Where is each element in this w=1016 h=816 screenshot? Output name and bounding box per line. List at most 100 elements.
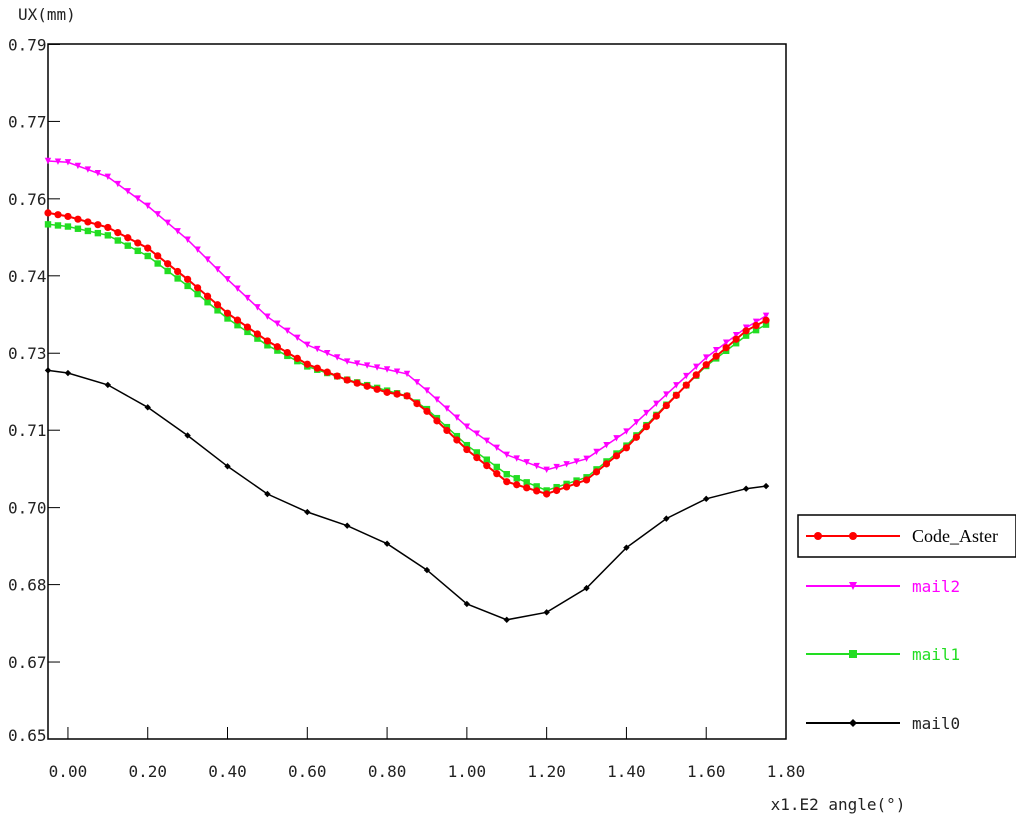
data-point bbox=[303, 360, 311, 368]
data-point bbox=[353, 360, 361, 367]
data-point bbox=[224, 463, 231, 470]
y-tick-label: 0.79 bbox=[8, 35, 47, 54]
legend-swatch-marker bbox=[814, 532, 822, 540]
y-tick-label: 0.67 bbox=[8, 653, 47, 672]
data-point bbox=[134, 195, 141, 202]
data-point bbox=[603, 441, 610, 449]
data-point bbox=[84, 166, 92, 173]
data-point bbox=[164, 260, 172, 268]
series-mail1 bbox=[44, 221, 770, 494]
data-point bbox=[44, 209, 52, 217]
data-point bbox=[602, 460, 611, 468]
y-tick-label: 0.70 bbox=[8, 499, 47, 518]
legend-label: mail0 bbox=[912, 714, 960, 733]
data-point bbox=[682, 381, 690, 389]
data-point bbox=[234, 285, 241, 292]
x-tick-label: 0.80 bbox=[368, 762, 407, 781]
data-point bbox=[144, 202, 151, 210]
data-point bbox=[174, 267, 182, 276]
data-point bbox=[363, 362, 371, 369]
legend-swatch-marker bbox=[849, 719, 857, 727]
data-point bbox=[403, 370, 411, 378]
data-point bbox=[593, 448, 600, 456]
data-point bbox=[124, 242, 131, 249]
data-point bbox=[473, 430, 481, 437]
data-point bbox=[114, 237, 122, 244]
data-point bbox=[562, 483, 571, 491]
data-point bbox=[742, 327, 750, 335]
data-point bbox=[253, 330, 262, 338]
data-point bbox=[204, 299, 211, 306]
y-tick-label: 0.76 bbox=[8, 190, 47, 209]
data-point bbox=[84, 218, 92, 226]
data-point bbox=[144, 404, 151, 411]
data-point bbox=[483, 437, 491, 444]
data-point bbox=[343, 358, 351, 365]
data-point bbox=[353, 379, 361, 387]
data-point bbox=[154, 260, 161, 267]
data-point bbox=[333, 372, 341, 380]
data-point bbox=[104, 223, 112, 232]
data-point bbox=[652, 412, 660, 420]
data-point bbox=[513, 481, 521, 489]
data-point bbox=[233, 316, 242, 324]
plot-frame bbox=[47, 43, 787, 740]
data-point bbox=[543, 609, 550, 616]
data-point bbox=[703, 354, 710, 361]
data-point bbox=[553, 463, 560, 471]
data-point bbox=[533, 487, 541, 495]
data-point bbox=[483, 456, 491, 463]
series-line-mail2 bbox=[47, 160, 767, 471]
data-point bbox=[463, 600, 471, 608]
x-axis-label: x1.E2 angle(°) bbox=[771, 795, 906, 814]
data-point bbox=[54, 211, 62, 219]
data-point bbox=[104, 381, 112, 389]
data-point bbox=[443, 426, 451, 435]
y-tick-label: 0.71 bbox=[8, 421, 47, 440]
data-point bbox=[563, 461, 570, 468]
data-point bbox=[583, 455, 590, 463]
data-point bbox=[642, 423, 650, 431]
x-tick-label: 0.20 bbox=[128, 762, 167, 781]
data-point bbox=[582, 476, 591, 484]
data-point bbox=[264, 490, 271, 498]
data-point bbox=[762, 316, 770, 324]
y-ticks: 0.65 0.67 0.68 0.70 0.71 0.73 0.74 0.76 0.77 0.79… bbox=[8, 35, 60, 745]
data-point bbox=[622, 444, 631, 452]
data-point bbox=[234, 321, 241, 329]
legend-swatch-marker bbox=[849, 532, 857, 540]
data-point bbox=[243, 323, 252, 331]
data-point bbox=[373, 385, 381, 393]
x-tick-label: 1.40 bbox=[607, 762, 646, 781]
data-point bbox=[573, 458, 580, 465]
data-point bbox=[164, 219, 171, 227]
data-point bbox=[194, 246, 201, 253]
data-point bbox=[752, 321, 760, 330]
data-point bbox=[453, 436, 461, 444]
data-point bbox=[423, 387, 431, 394]
data-point bbox=[304, 341, 311, 349]
data-point bbox=[74, 215, 82, 223]
data-point bbox=[612, 452, 621, 460]
data-point bbox=[244, 328, 251, 336]
data-point bbox=[224, 276, 231, 283]
data-point bbox=[54, 158, 62, 165]
data-point bbox=[523, 484, 531, 492]
data-point bbox=[533, 462, 540, 470]
data-point bbox=[693, 363, 700, 371]
data-point bbox=[453, 414, 461, 421]
data-point bbox=[503, 478, 511, 486]
data-point bbox=[84, 227, 92, 235]
x-tick-label: 0.60 bbox=[288, 762, 327, 781]
legend-item-code-aster: Code_Aster bbox=[806, 526, 998, 546]
legend-swatch-marker bbox=[849, 650, 857, 658]
data-point bbox=[543, 490, 551, 498]
data-point bbox=[572, 479, 581, 488]
data-point bbox=[383, 366, 391, 373]
y-tick-label: 0.65 bbox=[8, 726, 47, 745]
x-tick-label: 0.00 bbox=[49, 762, 88, 781]
data-point bbox=[144, 244, 152, 252]
data-point bbox=[343, 522, 351, 529]
data-point bbox=[164, 267, 171, 275]
